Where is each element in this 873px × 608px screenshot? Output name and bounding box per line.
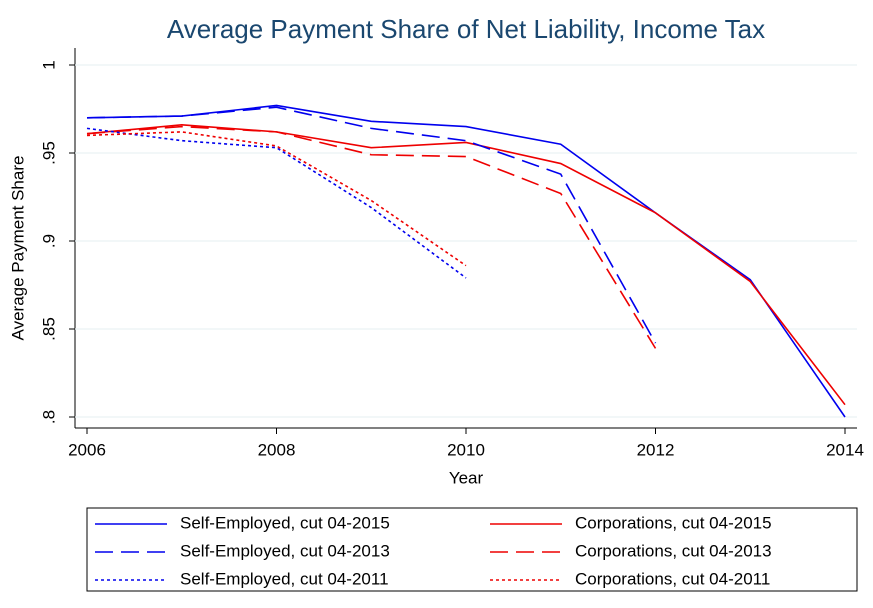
legend-box [86,507,858,592]
y-tick-label: .95 [39,141,58,165]
series-line [86,104,846,418]
legend-label: Corporations, cut 04-2013 [575,541,772,560]
legend-label: Corporations, cut 04-2015 [575,513,772,532]
x-axis-label: Year [449,468,484,487]
y-tick-label: 1 [39,60,58,69]
legend-label: Corporations, cut 04-2011 [575,569,770,588]
y-tick-label: .8 [39,410,58,424]
series-line [86,131,467,267]
legend-label: Self-Employed, cut 04-2013 [180,541,390,560]
legend-label: Self-Employed, cut 04-2015 [180,513,390,532]
x-tick-label: 2010 [447,440,485,459]
x-tick-label: 2008 [258,440,296,459]
y-tick-label: .9 [39,234,58,248]
series-line [86,106,657,344]
x-tick-label: 2012 [637,440,675,459]
x-tick-label: 2006 [68,440,106,459]
x-tick-label: 2014 [826,440,864,459]
chart-title: Average Payment Share of Net Liability, … [167,14,765,44]
y-axis-label: Average Payment Share [8,156,27,341]
series-line [86,125,657,349]
legend-label: Self-Employed, cut 04-2011 [180,569,389,588]
y-tick-label: .85 [39,317,58,341]
series-line [86,124,846,406]
